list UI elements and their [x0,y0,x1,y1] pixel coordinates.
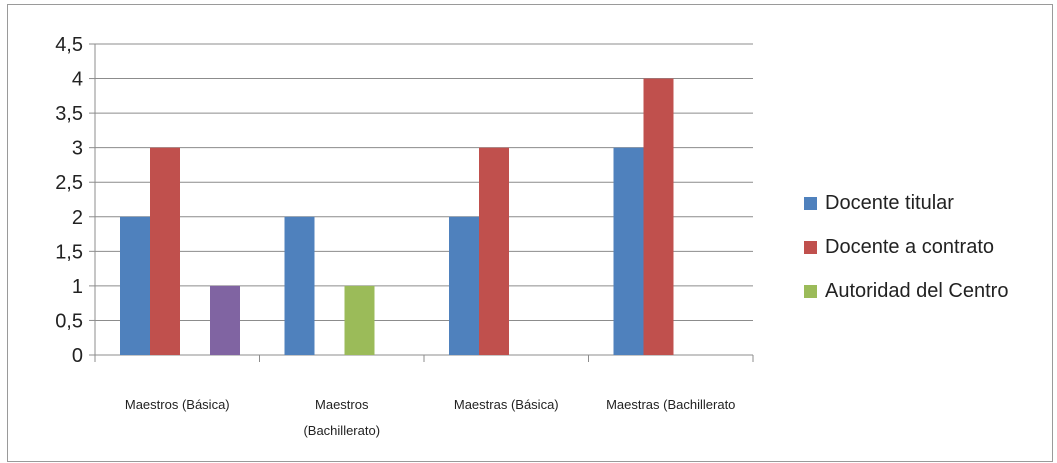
bar [479,147,509,355]
chart-frame: 0 0,5 1 1,5 2 2,5 3 3,5 4 4,5 Maestros (Básica) Ma… [7,4,1053,462]
legend-item: Docente a contrato [804,225,1008,269]
x-category-label: Maestras (Bachillerato [589,392,754,418]
x-category-label-line: Maestros [315,397,369,412]
legend-swatch [804,196,817,210]
bar [210,285,240,355]
bar [150,147,180,355]
y-tick-label: 0 [72,345,83,367]
y-tick-label: 3,5 [55,103,83,125]
bar [120,216,150,355]
legend-item: Docente titular [804,181,1008,225]
legend-swatch [804,240,817,254]
x-category-label-line: Maestros (Básica) [124,397,230,412]
y-tick-label: 0,5 [55,310,83,332]
x-category-label-line: Maestras (Básica) [453,397,559,412]
x-category-label-line: Maestras (Bachillerato [606,397,736,412]
legend-label: Autoridad del Centro [825,279,1009,302]
bar [643,78,674,356]
y-tick-label: 3 [72,138,83,160]
y-tick-label: 2 [72,207,83,229]
chart-legend: Docente titular Docente a contrato Autorid… [804,181,1008,313]
legend-swatch [804,284,817,298]
y-tick-label: 1 [72,276,83,298]
bar [344,285,375,355]
y-tick-label: 2,5 [55,172,83,194]
bar [449,216,479,355]
y-tick-label: 1,5 [55,241,83,263]
y-tick-label: 4 [72,69,83,91]
legend-item: Autoridad del Centro [804,269,1008,313]
y-tick-label: 4,5 [55,34,83,56]
legend-label: Docente titular [825,191,954,214]
x-category-label: Maestras (Básica) [424,392,589,418]
bar [284,216,315,355]
legend-label: Docente a contrato [825,235,994,258]
x-category-label-line: (Bachillerato) [303,423,381,438]
bar-chart-plot: 0 0,5 1 1,5 2 2,5 3 3,5 4 4,5 [55,34,754,367]
x-category-label: Maestros (Básica) [95,392,260,418]
x-category-label: Maestros (Bachillerato) [260,392,425,444]
bar [613,147,644,355]
